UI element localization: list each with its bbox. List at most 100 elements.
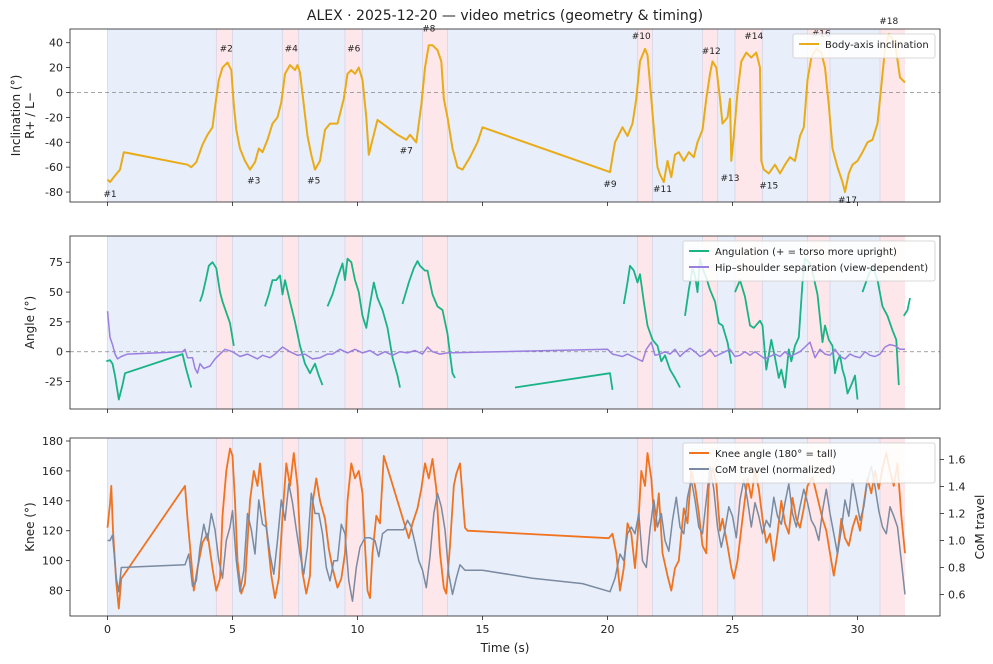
y2-tick-label-3: 1.2 <box>948 508 966 521</box>
angulation-line-segment-5 <box>514 372 614 391</box>
y2-tick-label-2: 1.0 <box>948 534 966 547</box>
y-tick-label-1: 20 <box>49 62 63 75</box>
y-tick-label-5: 180 <box>42 435 63 448</box>
x-axis-label: Time (s) <box>480 641 530 655</box>
legend-label-1: CoM travel (normalized) <box>715 465 836 476</box>
y2-tick-label-4: 1.4 <box>948 481 966 494</box>
angulation-line-segment-6 <box>622 264 681 388</box>
inclination-line-segment-0 <box>106 33 906 193</box>
turn-label-11: #12 <box>702 47 721 57</box>
phase-band-0 <box>107 438 217 616</box>
legend: Body-axis inclination <box>792 33 936 59</box>
legend: Knee angle (180° = tall) CoM travel (norm… <box>682 442 936 484</box>
phase-band-3 <box>282 236 299 409</box>
phase-band-10 <box>652 29 703 202</box>
y-axis-label-line2: R+ / L− <box>23 92 37 139</box>
x-tick-label-2: 10 <box>351 623 365 636</box>
x-tick-label-1: 5 <box>229 623 236 636</box>
phase-band-0 <box>107 236 217 409</box>
y-tick-label-2: 120 <box>42 525 63 538</box>
turn-label-6: #7 <box>400 146 413 156</box>
y2-tick-label-1: 0.8 <box>948 561 966 574</box>
axes-frame <box>69 437 941 617</box>
phase-band-5 <box>345 29 363 202</box>
turn-label-1: #2 <box>220 44 233 54</box>
panels-group: #1#2#3#4#5#6#7#8#9#10#11#12#13#14#15#16#… <box>9 17 987 636</box>
phase-band-15 <box>807 29 830 202</box>
y-axis-label: Knee (°) <box>23 502 37 551</box>
phase-band-8 <box>447 438 638 616</box>
y2-tick-label-0: 0.6 <box>948 588 966 601</box>
y2-axis-label: CoM travel <box>973 495 987 560</box>
y-tick-label-4: -25 <box>45 376 63 389</box>
middle-panel: 75 50 25 0 -25 Angle (°) Angulation (+ = torso… <box>23 235 941 413</box>
phase-band-5 <box>345 236 363 409</box>
phase-band-9 <box>637 236 653 409</box>
turn-label-4: #5 <box>307 176 320 186</box>
phase-band-3 <box>282 29 299 202</box>
angulation-line-segment-1 <box>199 261 235 346</box>
phase-band-3 <box>282 438 299 616</box>
phase-band-6 <box>362 29 423 202</box>
phase-band-11 <box>702 29 718 202</box>
y-tick-label-0: 75 <box>49 256 63 269</box>
y-tick-label-2: 25 <box>49 316 63 329</box>
angulation-line-segment-3 <box>326 257 401 388</box>
turn-label-17: #18 <box>879 17 898 27</box>
angulation-line-segment-0 <box>106 353 193 401</box>
angulation-line-segment-2 <box>264 274 324 386</box>
y-tick-label-3: 0 <box>56 346 63 359</box>
turn-label-3: #4 <box>285 44 299 54</box>
y-tick-label-1: 50 <box>49 286 63 299</box>
y-tick-label-5: -60 <box>45 161 63 174</box>
com-travel-line-segment-0 <box>107 465 906 602</box>
legend-box <box>682 240 936 282</box>
axes-frame <box>69 235 941 410</box>
y-tick-label-3: 140 <box>42 495 63 508</box>
y-tick-label-0: 40 <box>49 37 63 50</box>
phase-band-4 <box>298 29 345 202</box>
phase-band-4 <box>298 236 345 409</box>
turn-label-9: #10 <box>632 32 651 42</box>
angulation-line-segment-8 <box>734 257 859 400</box>
legend-box <box>682 442 936 484</box>
phase-band-2 <box>232 29 283 202</box>
phase-band-8 <box>447 236 638 409</box>
turn-label-5: #6 <box>347 44 361 54</box>
legend-label-1: Hip–shoulder separation (view-dependent) <box>715 263 928 274</box>
phase-band-2 <box>232 236 283 409</box>
y-tick-label-3: -20 <box>45 111 63 124</box>
turn-label-0: #1 <box>103 190 116 200</box>
angulation-line-segment-10 <box>903 297 911 317</box>
angulation-line-segment-4 <box>401 260 456 379</box>
turn-label-7: #8 <box>422 24 436 34</box>
y-axis-label-line1: Inclination (°) <box>9 75 23 157</box>
phase-band-1 <box>216 29 233 202</box>
figure-title: ALEX · 2025-12-20 — video metrics (geome… <box>307 8 703 24</box>
y-tick-label-6: -80 <box>45 186 63 199</box>
y-tick-label-4: 160 <box>42 465 63 478</box>
turn-label-8: #9 <box>603 180 617 190</box>
y-axis-label: Angle (°) <box>23 296 37 349</box>
y-tick-label-0: 80 <box>49 585 63 598</box>
axes-frame <box>69 28 941 203</box>
x-tick-label-0: 0 <box>104 623 111 636</box>
x-tick-label-3: 15 <box>476 623 490 636</box>
turn-label-16: #17 <box>838 196 857 206</box>
phase-band-1 <box>216 236 233 409</box>
knee-angle-line-segment-0 <box>106 447 906 610</box>
turn-label-14: #15 <box>759 181 778 191</box>
phase-band-8 <box>447 29 638 202</box>
y-tick-label-1: 100 <box>42 555 63 568</box>
turn-label-12: #13 <box>721 174 740 184</box>
turn-label-2: #3 <box>247 176 260 186</box>
phase-band-9 <box>637 29 653 202</box>
y2-tick-label-5: 1.6 <box>948 454 966 467</box>
x-tick-label-4: 20 <box>601 623 615 636</box>
legend-label-0: Knee angle (180° = tall) <box>715 449 837 460</box>
legend-label-0: Body-axis inclination <box>825 40 929 51</box>
legend-box <box>792 33 936 59</box>
phase-band-6 <box>362 236 423 409</box>
